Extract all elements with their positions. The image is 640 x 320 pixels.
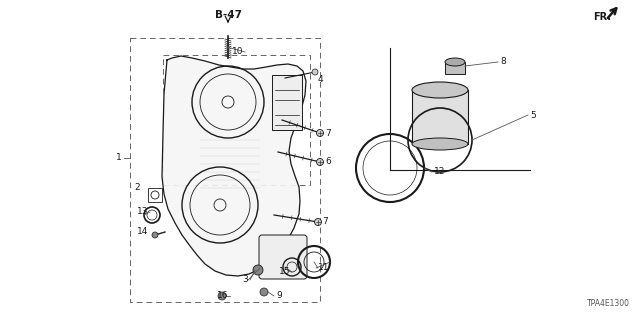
Text: 2: 2 [134,183,140,193]
Bar [272,75,302,130]
Circle shape [152,232,158,238]
Text: 6: 6 [325,157,331,166]
Text: B-47: B-47 [214,10,241,20]
Ellipse shape [412,138,468,150]
Text: 7: 7 [325,129,331,138]
Text: 3: 3 [243,276,248,284]
Ellipse shape [412,82,468,98]
Circle shape [260,288,268,296]
Ellipse shape [445,58,465,66]
Text: 4: 4 [318,76,324,84]
Text: 9: 9 [276,292,282,300]
Text: 13: 13 [136,207,148,217]
Circle shape [317,158,323,165]
Polygon shape [162,56,306,276]
Bar [130,38,320,302]
Bar [148,188,162,202]
Text: 11: 11 [318,263,330,273]
Bar [445,62,465,74]
FancyBboxPatch shape [259,235,307,279]
Bar [412,90,468,144]
Circle shape [218,292,226,300]
Text: 8: 8 [500,58,506,67]
Circle shape [314,219,321,226]
Text: 10: 10 [232,47,243,57]
Circle shape [253,265,263,275]
Text: 15: 15 [278,268,290,276]
Circle shape [312,69,318,75]
Circle shape [317,130,323,137]
Text: 7: 7 [322,218,328,227]
Text: TPA4E1300: TPA4E1300 [587,299,630,308]
Text: 14: 14 [136,228,148,236]
Text: 12: 12 [434,167,445,177]
Bar [163,55,310,185]
Text: 1: 1 [116,154,122,163]
Text: 5: 5 [530,110,536,119]
Text: 16: 16 [216,292,228,300]
Text: FR.: FR. [593,12,611,22]
